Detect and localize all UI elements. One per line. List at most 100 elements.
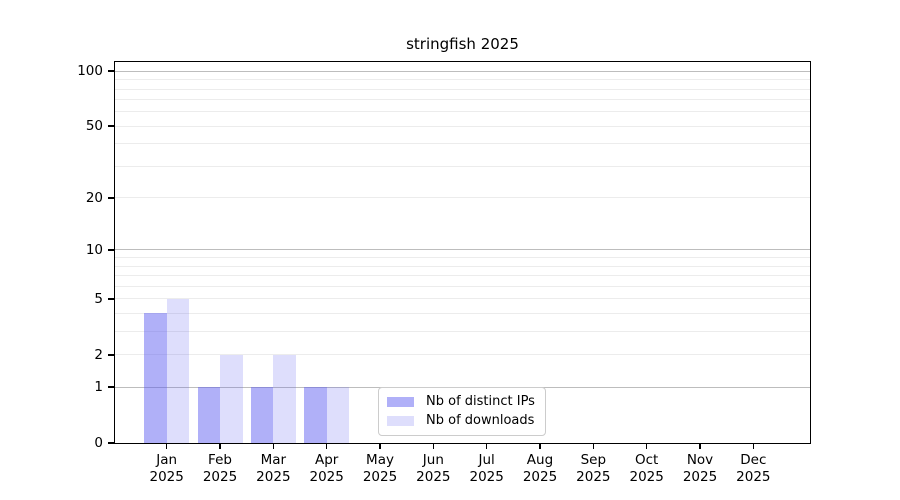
y-axis-tick bbox=[108, 125, 114, 128]
x-axis-tick-label: Jul 2025 bbox=[469, 452, 503, 486]
minor-gridline bbox=[115, 354, 810, 355]
y-axis-tick bbox=[108, 248, 114, 251]
x-axis-tick bbox=[699, 444, 701, 449]
bar-downloads-jan bbox=[166, 298, 190, 443]
minor-gridline bbox=[115, 312, 810, 314]
major-gridline bbox=[115, 249, 810, 251]
minor-gridline bbox=[115, 99, 810, 101]
plot-area: Nb of distinct IPs Nb of downloads 0 1 2 5 1… bbox=[77, 61, 811, 485]
x-axis-tick-label: Mar 2025 bbox=[256, 452, 290, 486]
legend-item-downloads: Nb of downloads bbox=[387, 413, 535, 429]
x-tick-month: Dec bbox=[740, 452, 767, 468]
bar-downloads-apr bbox=[326, 387, 350, 443]
x-axis-tick bbox=[165, 444, 168, 449]
x-axis-tick bbox=[645, 444, 648, 449]
x-axis-tick bbox=[592, 444, 595, 449]
x-tick-month: Jul bbox=[478, 452, 495, 468]
y-axis-tick-label: 5 bbox=[94, 290, 103, 307]
x-tick-year: 2025 bbox=[469, 469, 504, 485]
bar-distinct-ips-mar bbox=[250, 387, 274, 443]
x-tick-year: 2025 bbox=[682, 469, 718, 485]
x-axis-tick bbox=[539, 444, 541, 449]
bar-distinct-ips-feb bbox=[197, 387, 221, 443]
x-tick-year: 2025 bbox=[256, 469, 291, 485]
x-tick-year: 2025 bbox=[362, 469, 398, 485]
y-axis-tick bbox=[108, 442, 114, 444]
x-axis-tick-label: Jun 2025 bbox=[416, 452, 450, 486]
x-axis-tick bbox=[752, 444, 755, 449]
x-tick-month: Jan bbox=[156, 452, 178, 468]
x-tick-month: Oct bbox=[634, 452, 659, 468]
legend-swatch-distinct-ips-icon bbox=[387, 397, 414, 407]
chart-title: stringfish 2025 bbox=[406, 35, 519, 53]
minor-gridline bbox=[115, 79, 810, 81]
y-axis-tick-label: 2 bbox=[94, 346, 103, 363]
x-axis-tick bbox=[272, 444, 275, 449]
x-axis-tick-label: Aug 2025 bbox=[523, 452, 557, 486]
minor-gridline bbox=[115, 111, 810, 113]
x-axis-tick bbox=[485, 444, 488, 449]
x-tick-year: 2025 bbox=[522, 469, 558, 485]
x-axis-tick-label: Apr 2025 bbox=[310, 452, 344, 486]
y-axis-tick-label: 20 bbox=[85, 189, 103, 206]
x-tick-year: 2025 bbox=[202, 469, 238, 485]
x-axis-tick-label: Dec 2025 bbox=[736, 452, 770, 486]
minor-gridline bbox=[115, 265, 810, 267]
legend: Nb of distinct IPs Nb of downloads bbox=[378, 387, 546, 436]
legend-swatch-downloads-icon bbox=[387, 416, 414, 426]
x-tick-month: Nov bbox=[686, 452, 714, 468]
x-tick-year: 2025 bbox=[736, 469, 771, 485]
x-tick-month: Sep bbox=[580, 452, 607, 468]
minor-gridline bbox=[115, 143, 810, 145]
x-axis-tick-label: Sep 2025 bbox=[576, 452, 610, 486]
x-axis-tick-label: Feb 2025 bbox=[203, 452, 237, 486]
bar-distinct-ips-jan bbox=[144, 313, 167, 443]
y-axis-tick bbox=[108, 297, 114, 300]
bar-distinct-ips-apr bbox=[304, 387, 327, 443]
y-axis-tick-label: 50 bbox=[85, 118, 103, 135]
y-axis-tick bbox=[108, 196, 114, 199]
x-axis-tick bbox=[432, 444, 435, 449]
x-axis-tick-label: Jan 2025 bbox=[150, 452, 184, 486]
x-tick-year: 2025 bbox=[629, 469, 664, 485]
x-axis-tick bbox=[325, 444, 328, 449]
bar-downloads-mar bbox=[273, 354, 296, 443]
minor-gridline bbox=[115, 165, 810, 167]
x-tick-year: 2025 bbox=[576, 469, 611, 485]
x-axis-tick bbox=[379, 444, 381, 449]
x-tick-month: Mar bbox=[260, 452, 287, 468]
legend-label-downloads: Nb of downloads bbox=[426, 413, 535, 428]
x-tick-month: Apr bbox=[315, 452, 339, 468]
minor-gridline bbox=[115, 298, 810, 300]
x-tick-month: Jun bbox=[422, 452, 444, 468]
legend-item-distinct-ips: Nb of distinct IPs bbox=[387, 394, 535, 410]
x-tick-month: Feb bbox=[208, 452, 232, 468]
y-axis-tick-label: 0 bbox=[94, 435, 103, 451]
minor-gridline bbox=[115, 88, 810, 90]
x-tick-month: Aug bbox=[526, 452, 554, 468]
minor-gridline bbox=[115, 275, 810, 276]
y-axis-tick-label: 100 bbox=[77, 63, 103, 80]
minor-gridline bbox=[115, 285, 810, 287]
x-tick-month: May bbox=[366, 452, 394, 468]
minor-gridline bbox=[115, 330, 810, 332]
y-axis-tick bbox=[108, 353, 114, 356]
y-axis-tick bbox=[108, 70, 114, 73]
minor-gridline bbox=[115, 125, 810, 127]
minor-gridline bbox=[115, 197, 810, 199]
y-axis-tick bbox=[108, 386, 114, 389]
x-axis-tick-label: Oct 2025 bbox=[629, 452, 663, 486]
y-axis-tick-label: 10 bbox=[85, 241, 103, 258]
major-gridline bbox=[115, 70, 810, 72]
x-tick-year: 2025 bbox=[149, 469, 184, 485]
x-tick-year: 2025 bbox=[416, 469, 451, 485]
legend-label-distinct-ips: Nb of distinct IPs bbox=[426, 394, 535, 409]
x-axis-tick-label: May 2025 bbox=[363, 452, 397, 486]
y-axis-tick-label: 1 bbox=[94, 379, 103, 396]
minor-gridline bbox=[115, 257, 810, 259]
x-axis-tick bbox=[219, 444, 221, 449]
x-tick-year: 2025 bbox=[309, 469, 344, 485]
bar-downloads-feb bbox=[220, 354, 243, 443]
x-axis-tick-label: Nov 2025 bbox=[683, 452, 717, 486]
